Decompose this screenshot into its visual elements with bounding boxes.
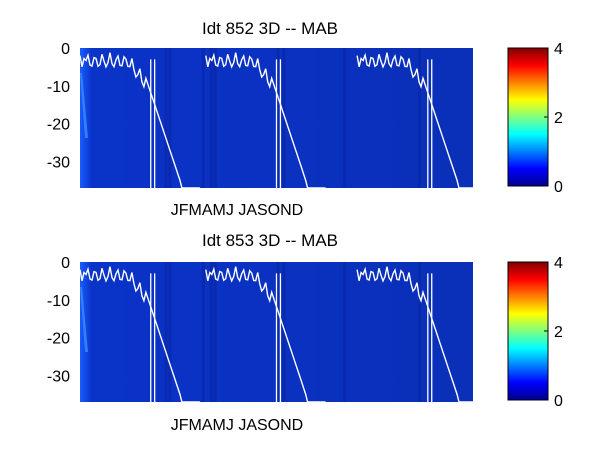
heatmap-stripes <box>80 48 421 188</box>
heatmap-stripe <box>164 48 168 188</box>
contour-lines <box>79 266 477 403</box>
heatmap-stripe <box>164 262 168 402</box>
heatmap-streak <box>80 73 88 138</box>
y-tick-label: -20 <box>47 117 70 134</box>
contour-line <box>356 52 477 189</box>
colorbar <box>507 47 549 187</box>
heatmap-streak <box>80 287 88 352</box>
colorbar-tick-label: 2 <box>554 324 563 341</box>
contour-line <box>205 266 326 403</box>
y-tick-label: 0 <box>61 255 70 272</box>
colorbar-tick-label: 0 <box>554 179 563 196</box>
contour-line <box>79 52 200 189</box>
y-axis-ticks: 0 -10 -20 -30 <box>47 41 70 172</box>
heatmap-stripe <box>168 262 172 402</box>
colorbar-tick-label: 2 <box>554 110 563 127</box>
heatmap-stripe <box>418 262 421 402</box>
heatmap-stripe <box>282 48 286 188</box>
chart-title: Idt 853 3D -- MAB <box>202 231 338 250</box>
y-tick-label: -10 <box>47 79 70 96</box>
heatmap-stripe <box>343 48 347 188</box>
heatmap-stripe <box>213 48 217 188</box>
panel-bottom: Idt 853 3D -- MAB 0 -10 -20 -30 JFMAMJ JASO… <box>47 231 563 434</box>
heatmap-stripe <box>418 48 421 188</box>
colorbar-ticks: 0 2 4 <box>544 41 563 196</box>
y-axis-ticks: 0 -10 -20 -30 <box>47 255 70 386</box>
heatmap-stripe <box>213 262 217 402</box>
colorbar-tick-label: 4 <box>554 41 563 58</box>
contour-lines <box>79 52 477 189</box>
heatmap-stripe <box>343 262 347 402</box>
y-tick-label: -30 <box>47 155 70 172</box>
heatmap-stripe <box>168 48 172 188</box>
heatmap-stripe <box>209 48 213 188</box>
heatmap-stripe <box>201 262 205 402</box>
colorbar <box>507 261 549 401</box>
colorbar-tick-label: 4 <box>554 255 563 272</box>
contour-line <box>79 266 200 403</box>
heatmap-stripe <box>276 48 280 188</box>
chart-title: Idt 852 3D -- MAB <box>202 19 338 38</box>
panel-top: Idt 852 3D -- MAB 0 -10 -20 -30 JFMAMJ JASO… <box>47 19 563 219</box>
contour-line <box>356 266 477 403</box>
heatmap-stripe <box>282 262 286 402</box>
y-tick-label: -10 <box>47 293 70 310</box>
contour-line <box>205 52 326 189</box>
x-axis-months: JFMAMJ JASOND <box>171 202 303 219</box>
heatmap-stripe <box>276 262 280 402</box>
x-axis-months: JFMAMJ JASOND <box>171 417 303 434</box>
heatmap-stripes <box>80 262 421 402</box>
y-tick-label: -30 <box>47 369 70 386</box>
heatmap-stripe <box>201 48 205 188</box>
y-tick-label: -20 <box>47 331 70 348</box>
heatmap-stripe <box>209 262 213 402</box>
colorbar-tick-label: 0 <box>554 393 563 410</box>
y-tick-label: 0 <box>61 41 70 58</box>
colorbar-ticks: 0 2 4 <box>544 255 563 410</box>
